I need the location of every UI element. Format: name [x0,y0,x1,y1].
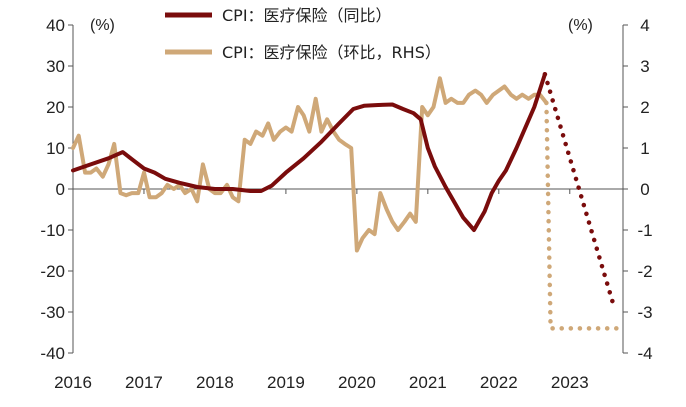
x-tick-label: 2023 [551,373,589,392]
right-tick-label: -4 [637,344,652,363]
left-tick-label: -40 [40,344,65,363]
right-tick-label: 0 [640,180,649,199]
series-line-mom [71,76,549,253]
legend-label-yoy: CPI：医疗保险（同比） [222,6,392,25]
x-tick-label: 2017 [125,373,163,392]
left-tick-label: -20 [40,262,65,281]
x-tick-label: 2021 [409,373,447,392]
right-tick-label: -1 [637,221,652,240]
x-tick-label: 2022 [480,373,518,392]
left-tick-label: -10 [40,221,65,240]
left-tick-label: -30 [40,303,65,322]
right-tick-label: 1 [640,139,649,158]
x-tick-label: 2016 [54,373,92,392]
series-line-yoy-forecast [542,71,617,309]
left-tick-label: 40 [46,16,65,35]
x-tick-label: 2019 [267,373,305,392]
series-layer [71,71,622,331]
right-axis-unit: (%) [568,17,593,34]
left-tick-label: 20 [46,98,65,117]
right-tick-label: -3 [637,303,652,322]
left-tick-label: 10 [46,139,65,158]
legend-label-mom: CPI：医疗保险（环比，RHS） [222,43,441,62]
right-tick-label: 2 [640,98,649,117]
right-tick-label: 3 [640,57,649,76]
series-line-mom-forecast [544,100,622,331]
left-tick-label: 0 [56,180,65,199]
left-tick-label: 30 [46,57,65,76]
right-tick-label: 4 [640,16,649,35]
right-tick-label: -2 [637,262,652,281]
x-tick-label: 2020 [338,373,376,392]
x-tick-label: 2018 [196,373,234,392]
legend: CPI：医疗保险（同比） CPI：医疗保险（环比，RHS） [165,6,441,62]
left-axis-unit: (%) [90,17,115,34]
series-line-yoy [71,72,547,232]
